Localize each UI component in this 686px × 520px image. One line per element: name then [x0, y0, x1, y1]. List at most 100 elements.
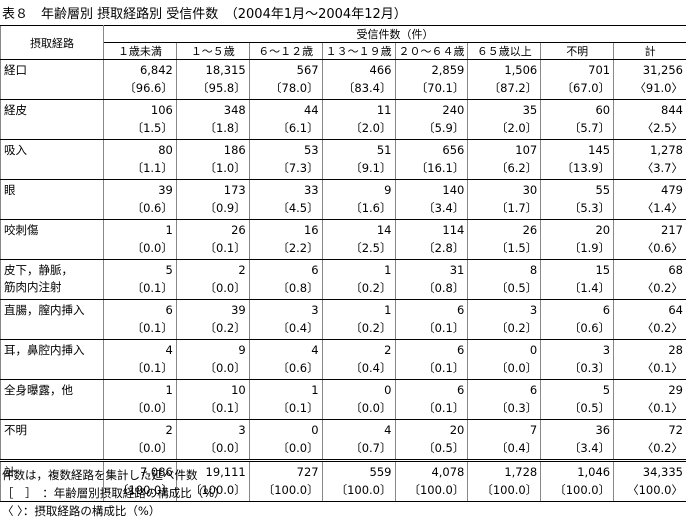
cell: 20〔1.9〕	[541, 220, 614, 260]
cell-count: 14	[326, 221, 392, 239]
cell-share: 〔0.5〕	[544, 399, 610, 417]
cell: 6〔0.1〕	[395, 380, 468, 420]
cell-share: 〔0.1〕	[107, 319, 173, 337]
cell-count: 3	[544, 341, 610, 359]
cell: 68〈0.2〉	[614, 260, 686, 300]
column-header: ６～１２歳	[249, 43, 322, 60]
cell-count: 39	[107, 181, 173, 199]
cell-share: 〔0.0〕	[180, 279, 246, 297]
cell-count: 6	[253, 261, 319, 279]
cell-count: 4,078	[399, 463, 465, 481]
row-label: 全身曝露，他	[1, 380, 104, 420]
cell-count: 3	[253, 301, 319, 319]
cell-count: 1,728	[471, 463, 537, 481]
cell-share: 〔0.4〕	[253, 319, 319, 337]
cell-share: 〔0.4〕	[326, 359, 392, 377]
cell-share: 〔100.0〕	[399, 481, 465, 499]
cell-count: 31,256	[617, 61, 683, 79]
row-label: 経皮	[1, 100, 104, 140]
cell: 3〔0.2〕	[468, 300, 541, 340]
cell-share: 〔0.8〕	[399, 279, 465, 297]
cell-count: 35	[471, 101, 537, 119]
cell-count: 29	[617, 381, 683, 399]
cell: 186〔1.0〕	[176, 140, 249, 180]
cell-count: 844	[617, 101, 683, 119]
cell-share: 〔16.1〕	[399, 159, 465, 177]
cell-share: 〔0.1〕	[399, 399, 465, 417]
cell-share: 〔3.4〕	[544, 439, 610, 457]
row-label: 眼	[1, 180, 104, 220]
cell-count: 1,046	[544, 463, 610, 481]
cell-count: 6	[399, 301, 465, 319]
cell: 5〔0.5〕	[541, 380, 614, 420]
cell: 16〔2.2〕	[249, 220, 322, 260]
cell: 14〔2.5〕	[322, 220, 395, 260]
row-label: 吸入	[1, 140, 104, 180]
cell-share: 〔1.0〕	[180, 159, 246, 177]
cell-share: 〔0.1〕	[107, 279, 173, 297]
cell-share: 〔78.0〕	[253, 79, 319, 97]
cell: 18,315〔95.8〕	[176, 60, 249, 100]
cell-share: 〔0.0〕	[107, 399, 173, 417]
cell-count: 18,315	[180, 61, 246, 79]
cell: 30〔1.7〕	[468, 180, 541, 220]
cell-count: 240	[399, 101, 465, 119]
cell-count: 33	[253, 181, 319, 199]
cell-share: 〔0.2〕	[326, 319, 392, 337]
cell-share: 〔0.0〕	[326, 399, 392, 417]
cell-share: 〔0.1〕	[180, 399, 246, 417]
column-header: ６５歳以上	[468, 43, 541, 60]
cell-share: 〔0.9〕	[180, 199, 246, 217]
cell-count: 1	[253, 381, 319, 399]
cell: 29〈0.1〉	[614, 380, 686, 420]
cell-share: 〔96.6〕	[107, 79, 173, 97]
cell: 9〔1.6〕	[322, 180, 395, 220]
cell: 1〔0.2〕	[322, 300, 395, 340]
cell-count: 60	[544, 101, 610, 119]
cell: 727〔100.0〕	[249, 461, 322, 502]
cell-share: 〈0.6〉	[617, 239, 683, 257]
cell-share: 〔1.9〕	[544, 239, 610, 257]
cell-share: 〔100.0〕	[326, 481, 392, 499]
cell-share: 〔0.0〕	[180, 439, 246, 457]
row-label-line: 眼	[4, 182, 100, 199]
cell: 6〔0.1〕	[104, 300, 177, 340]
cell-count: 10	[180, 381, 246, 399]
cell-share: 〔1.6〕	[326, 199, 392, 217]
cell-share: 〈3.7〉	[617, 159, 683, 177]
cell-count: 51	[326, 141, 392, 159]
cell-count: 0	[253, 421, 319, 439]
cell: 6〔0.8〕	[249, 260, 322, 300]
cell-share: 〔1.1〕	[107, 159, 173, 177]
cell: 80〔1.1〕	[104, 140, 177, 180]
cell-share: 〔67.0〕	[544, 79, 610, 97]
cell: 72〈0.2〉	[614, 420, 686, 461]
cell-count: 1	[326, 261, 392, 279]
cell: 1〔0.0〕	[104, 220, 177, 260]
cell-share: 〔1.8〕	[180, 119, 246, 137]
cell: 6,842〔96.6〕	[104, 60, 177, 100]
cell-count: 3	[180, 421, 246, 439]
cell-count: 15	[544, 261, 610, 279]
cell: 6〔0.3〕	[468, 380, 541, 420]
cell-share: 〔9.1〕	[326, 159, 392, 177]
row-label-line: 皮下，静脈，	[4, 262, 100, 279]
cell-share: 〔0.2〕	[471, 319, 537, 337]
cell-share: 〔0.7〕	[326, 439, 392, 457]
cell-share: 〔0.6〕	[107, 199, 173, 217]
cell-share: 〈0.1〉	[617, 359, 683, 377]
cell: 107〔6.2〕	[468, 140, 541, 180]
cell-count: 36	[544, 421, 610, 439]
cell-count: 26	[180, 221, 246, 239]
cell: 1〔0.2〕	[322, 260, 395, 300]
cell-count: 567	[253, 61, 319, 79]
cell-count: 1	[326, 301, 392, 319]
cell-count: 30	[471, 181, 537, 199]
cell-share: 〔5.3〕	[544, 199, 610, 217]
cell-count: 44	[253, 101, 319, 119]
